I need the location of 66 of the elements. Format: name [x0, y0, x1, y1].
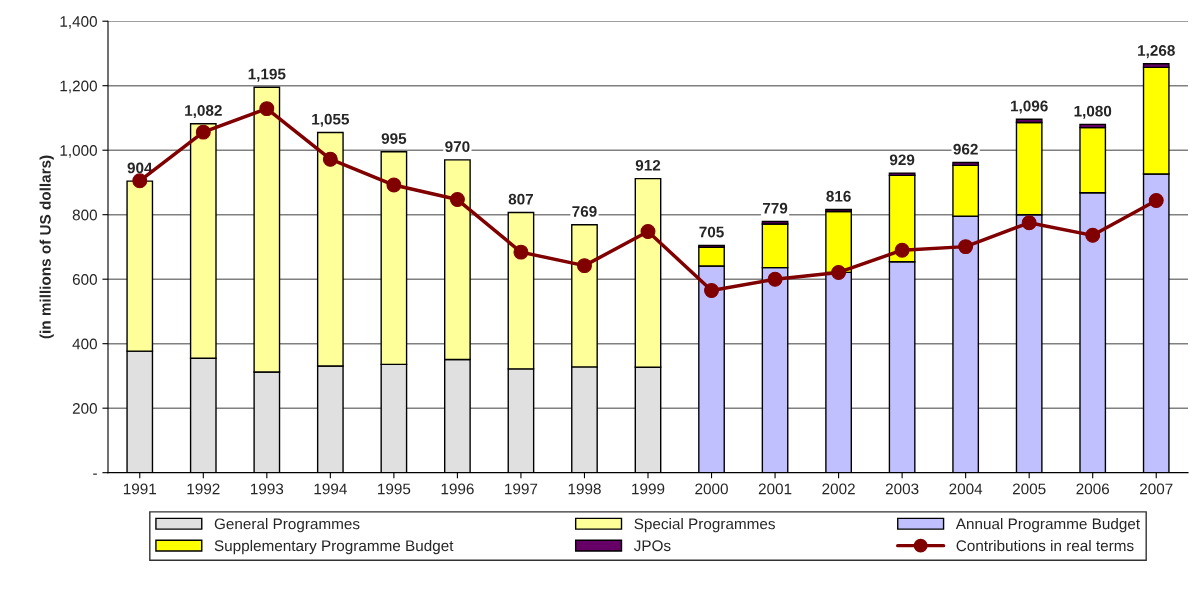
x-tick-label: 2004 — [949, 483, 983, 495]
x-tick-label: 1995 — [378, 483, 411, 495]
y-tick-label: 1,000 — [60, 145, 97, 158]
total-label: 705 — [699, 226, 724, 238]
legend-label: Supplementary Programme Budget — [214, 539, 454, 555]
total-label: 1,268 — [1138, 45, 1175, 59]
total-label: 1,195 — [248, 68, 286, 82]
total-label: 912 — [635, 159, 661, 171]
y-tick-label: 600 — [72, 274, 97, 285]
x-tick-label: 2002 — [822, 483, 855, 495]
total-label: 807 — [508, 193, 534, 205]
total-label: 929 — [889, 154, 915, 166]
x-tick-label: 2006 — [1076, 483, 1110, 495]
point — [259, 101, 275, 117]
point — [704, 283, 719, 298]
x-tick-label: 1997 — [505, 483, 538, 495]
total-label: 1,055 — [312, 113, 350, 127]
point — [958, 239, 974, 255]
point — [1021, 215, 1037, 231]
point — [322, 151, 338, 167]
y-tick-label: 200 — [72, 403, 97, 414]
point — [767, 271, 783, 287]
legend-label: JPOs — [633, 540, 671, 552]
point — [640, 224, 656, 239]
point — [513, 244, 529, 260]
point — [386, 177, 402, 193]
total-label: 816 — [826, 190, 851, 202]
total-label: 779 — [762, 202, 788, 214]
x-tick-label: 1991 — [123, 483, 157, 495]
point — [1085, 227, 1101, 243]
total-label: 962 — [953, 143, 978, 155]
y-tick-label: - — [93, 473, 97, 475]
x-tick-label: 1993 — [251, 483, 284, 495]
x-tick-label: 1999 — [632, 483, 665, 495]
x-tick-label: 2007 — [1140, 483, 1173, 495]
legend-label: General Programmes — [214, 518, 360, 533]
legend-label: Annual Programme Budget — [955, 518, 1140, 533]
x-tick-label: 2003 — [885, 483, 919, 495]
y-tick-label: 1,400 — [60, 16, 97, 29]
total-label: 1,082 — [185, 105, 222, 119]
legend-label: Special Programmes — [634, 518, 775, 533]
point — [449, 192, 465, 207]
x-tick-label: 2005 — [1012, 483, 1046, 495]
x-tick-label: 1994 — [314, 483, 347, 495]
total-label: 1,080 — [1074, 105, 1112, 119]
x-tick-label: 2000 — [695, 483, 728, 495]
point — [577, 258, 592, 274]
x-tick-label: 2001 — [758, 483, 792, 495]
total-label: 904 — [127, 162, 153, 174]
x-tick-label: 1992 — [187, 483, 220, 495]
legend-label: Contributions in real terms — [956, 539, 1134, 552]
y-axis-title: (in millions of US dollars) — [39, 155, 54, 339]
y-tick-label: 800 — [72, 209, 97, 221]
x-tick-label: 1998 — [568, 483, 601, 495]
x-tick-label: 1996 — [441, 483, 474, 495]
total-label: 995 — [381, 133, 407, 144]
total-label: 769 — [572, 206, 597, 217]
point — [132, 173, 148, 189]
total-label: 1,096 — [1011, 100, 1048, 114]
total-label: 970 — [445, 141, 470, 153]
y-tick-label: 400 — [72, 338, 97, 350]
y-tick-label: 1,200 — [60, 80, 97, 94]
point — [1148, 193, 1164, 208]
point — [894, 242, 910, 258]
point — [195, 124, 211, 140]
point — [831, 264, 847, 280]
